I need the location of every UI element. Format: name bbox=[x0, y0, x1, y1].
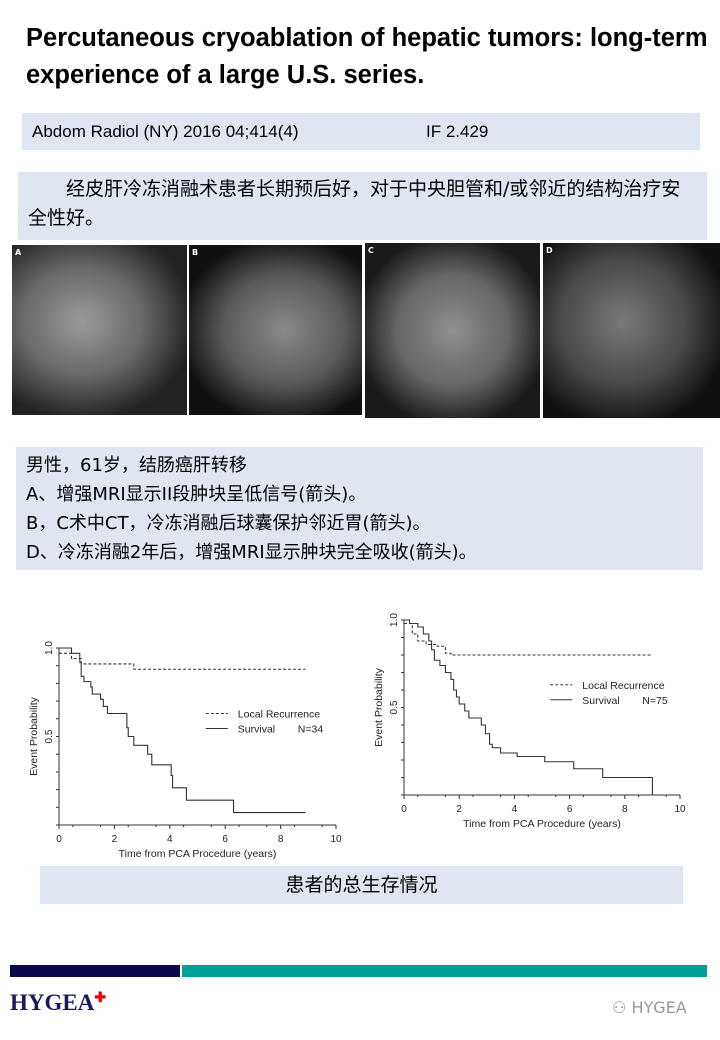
sample-size-annotation: N=75 bbox=[642, 695, 668, 707]
legend-label: Survival bbox=[238, 723, 275, 735]
impact-factor: IF 2.429 bbox=[426, 122, 489, 141]
image-label: B bbox=[192, 248, 199, 257]
legend-label: Local Recurrence bbox=[238, 708, 320, 720]
x-tick-label: 10 bbox=[674, 804, 686, 815]
wechat-icon: ⚇ bbox=[612, 998, 632, 1017]
y-tick-label: 1.0 bbox=[44, 641, 55, 655]
caption-line: B，C术中CT，冷冻消融后球囊保护邻近胃(箭头)。 bbox=[26, 513, 431, 534]
x-tick-label: 8 bbox=[278, 834, 284, 845]
legend-label: Local Recurrence bbox=[582, 680, 664, 692]
x-tick-label: 0 bbox=[56, 834, 62, 845]
y-tick-label: 0.5 bbox=[44, 729, 55, 743]
hygea-logo: HYGEA✚ bbox=[10, 990, 107, 1015]
bottom-caption: 患者的总生存情况 bbox=[40, 866, 683, 904]
x-tick-label: 4 bbox=[512, 804, 518, 815]
journal-citation: Abdom Radiol (NY) 2016 04;414(4) bbox=[32, 122, 299, 141]
mri-image-a: A bbox=[12, 245, 187, 415]
y-axis-label: Event Probability bbox=[373, 667, 385, 747]
series-survival-line bbox=[404, 619, 653, 795]
y-tick-label: 1.0 bbox=[389, 613, 400, 627]
survival-chart-n34: 0 2 4 6 8 10 0.5 1.0 Time from PCA Procedure (ye… bbox=[28, 641, 342, 860]
caption-line: 男性，61岁，结肠癌肝转移 bbox=[26, 455, 247, 476]
figure-caption: 男性，61岁，结肠癌肝转移 A、增强MRI显示II段肿块呈低信号(箭头)。 B，… bbox=[16, 447, 703, 570]
caption-line: A、增强MRI显示II段肿块呈低信号(箭头)。 bbox=[26, 484, 367, 505]
footer-bar-teal bbox=[182, 965, 707, 977]
mri-image-d: D bbox=[543, 243, 720, 418]
citation-box: Abdom Radiol (NY) 2016 04;414(4) IF 2.429 bbox=[22, 113, 700, 150]
image-label: C bbox=[368, 246, 374, 255]
y-axis-label: Event Probability bbox=[28, 696, 40, 776]
caption-line: D、冷冻消融2年后，增强MRI显示肿块完全吸收(箭头)。 bbox=[26, 542, 477, 563]
x-tick-label: 10 bbox=[330, 834, 342, 845]
legend-label: Survival bbox=[582, 695, 619, 707]
ct-image-c: C bbox=[365, 243, 540, 418]
slide-title: Percutaneous cryoablation of hepatic tum… bbox=[26, 24, 708, 89]
y-tick-label: 0.5 bbox=[389, 700, 400, 714]
x-tick-label: 0 bbox=[401, 804, 407, 815]
sample-size-annotation: N=34 bbox=[298, 723, 324, 735]
x-tick-label: 6 bbox=[222, 834, 228, 845]
x-tick-label: 4 bbox=[167, 834, 173, 845]
summary-box: 经皮肝冷冻消融术患者长期预后好，对于中央胆管和/或邻近的结构治疗安全性好。 bbox=[18, 172, 707, 240]
x-axis-label: Time from PCA Procedure (years) bbox=[119, 848, 277, 860]
image-label: A bbox=[15, 248, 22, 257]
red-cross-icon: ✚ bbox=[94, 991, 107, 1006]
footer-bar-navy bbox=[10, 965, 180, 977]
x-tick-label: 8 bbox=[622, 804, 628, 815]
x-tick-label: 2 bbox=[456, 804, 462, 815]
x-tick-label: 2 bbox=[112, 834, 118, 845]
ct-image-b: B bbox=[189, 245, 362, 415]
x-axis-label: Time from PCA Procedure (years) bbox=[463, 818, 621, 830]
series-local-recurrence-line bbox=[404, 622, 653, 656]
x-tick-label: 6 bbox=[567, 804, 573, 815]
image-label: D bbox=[546, 246, 553, 255]
survival-chart-n75: 0 2 4 6 8 10 0.5 1.0 Time from PCA Procedure (ye… bbox=[373, 613, 686, 830]
series-survival-line bbox=[59, 647, 306, 814]
series-local-recurrence-line bbox=[59, 652, 306, 670]
watermark: ⚇ HYGEA bbox=[612, 998, 687, 1017]
